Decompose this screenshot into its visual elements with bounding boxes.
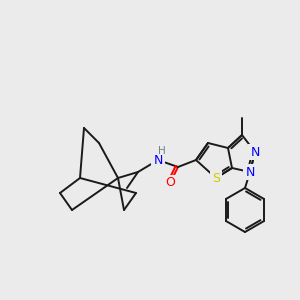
Text: N: N xyxy=(245,166,255,178)
Text: N: N xyxy=(153,154,163,166)
Text: N: N xyxy=(250,146,260,158)
Text: O: O xyxy=(165,176,175,190)
Text: S: S xyxy=(212,172,220,184)
Text: H: H xyxy=(158,146,166,156)
